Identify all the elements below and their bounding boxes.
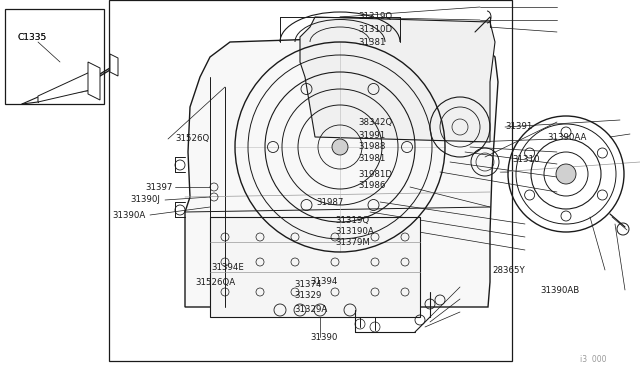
Text: 31986: 31986 <box>358 182 386 190</box>
Polygon shape <box>300 17 495 142</box>
Text: 38342Q: 38342Q <box>358 118 393 127</box>
Text: 31329: 31329 <box>294 291 322 300</box>
Text: i3  000: i3 000 <box>580 356 607 365</box>
Polygon shape <box>185 37 498 307</box>
Circle shape <box>332 139 348 155</box>
Text: 313190A: 313190A <box>335 227 374 236</box>
Text: 31391: 31391 <box>506 122 533 131</box>
Circle shape <box>556 164 576 184</box>
Text: C1335: C1335 <box>18 33 47 42</box>
Text: 31319Q: 31319Q <box>358 12 392 21</box>
Text: 31981: 31981 <box>358 154 386 163</box>
Text: 31526QA: 31526QA <box>195 278 235 286</box>
Text: 31390A: 31390A <box>112 211 145 219</box>
Text: 31988: 31988 <box>358 142 386 151</box>
Text: 31390AB: 31390AB <box>541 286 580 295</box>
Text: 31319Q: 31319Q <box>335 216 369 225</box>
Text: 28365Y: 28365Y <box>493 266 525 275</box>
Text: 31394: 31394 <box>310 278 337 286</box>
Text: 31310: 31310 <box>512 155 540 164</box>
Polygon shape <box>110 54 118 76</box>
Text: 31991: 31991 <box>358 131 386 140</box>
Text: 31310D: 31310D <box>358 25 392 34</box>
Polygon shape <box>210 217 420 317</box>
Polygon shape <box>88 62 100 100</box>
Text: 31526Q: 31526Q <box>175 135 209 144</box>
Text: 31390AA: 31390AA <box>547 133 587 142</box>
Text: C1335: C1335 <box>18 33 47 42</box>
Bar <box>109 0 512 361</box>
Text: 31981D: 31981D <box>358 170 392 179</box>
Polygon shape <box>38 72 90 102</box>
Text: 31397: 31397 <box>145 183 172 192</box>
Text: 31381: 31381 <box>358 38 386 47</box>
Text: 31329A: 31329A <box>294 305 328 314</box>
Text: 31390J: 31390J <box>130 196 160 205</box>
Text: 31379M: 31379M <box>335 238 370 247</box>
Text: 31374: 31374 <box>294 280 322 289</box>
Text: 31987: 31987 <box>316 198 344 207</box>
Bar <box>5 9 104 104</box>
Text: 31394E: 31394E <box>211 263 244 272</box>
Text: 31390: 31390 <box>310 333 337 341</box>
